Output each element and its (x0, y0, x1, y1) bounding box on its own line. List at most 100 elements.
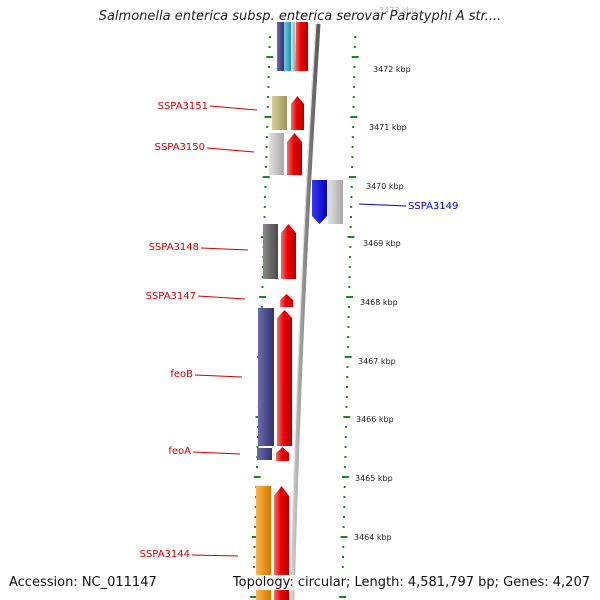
gc-dot (261, 276, 264, 278)
gc-dot (346, 376, 349, 378)
gc-dot (348, 266, 351, 268)
gc-dot (344, 446, 347, 448)
gc-dot (354, 36, 357, 38)
gc-dot (267, 96, 270, 98)
gc-dot (347, 336, 350, 338)
cds-block-lightgray-2 (328, 180, 343, 224)
gc-dot (342, 556, 344, 558)
gc-dot (253, 476, 261, 478)
cds-block-lightgray-1 (269, 133, 284, 175)
kbp-label-3465: 3465 kbp (355, 474, 393, 483)
gc-dot (263, 206, 266, 208)
gc-dot (266, 126, 269, 128)
gc-dot (251, 536, 259, 538)
kbp-label-3470: 3470 kbp (366, 182, 404, 191)
cds-arrow-sspa3147 (280, 294, 293, 307)
gc-dot (349, 246, 352, 248)
leader-sspa3149 (358, 203, 407, 207)
gc-dot (353, 46, 356, 48)
kbp-label-3467: 3467 kbp (358, 357, 396, 366)
backbone-arc (289, 23, 321, 600)
gc-dot (343, 506, 346, 508)
gc-dot (254, 526, 257, 528)
gc-dot (268, 66, 270, 68)
cds-arrow-sspa3149 (312, 180, 327, 224)
map-title: Salmonella enterica subsp. enterica sero… (98, 9, 502, 24)
gc-dot (268, 46, 271, 48)
gc-dot (343, 486, 346, 488)
gc-dot (345, 406, 348, 408)
gc-dot (264, 116, 272, 118)
genome-summary-text: Topology: circular; Length: 4,581,797 bp… (230, 575, 592, 590)
gc-dot (353, 86, 355, 88)
gc-dot (253, 546, 256, 548)
gc-dot (348, 286, 351, 288)
kbp-label-3473: 3473 kbp (379, 6, 417, 15)
gc-dot (250, 596, 258, 598)
cds-arrow-sspa3144 (274, 486, 289, 600)
gc-dot (256, 436, 259, 438)
gc-dot (254, 506, 257, 508)
leader-feob (194, 374, 243, 378)
kbp-label-3469: 3469 kbp (363, 239, 401, 248)
gc-dot (267, 86, 270, 88)
gc-dot (347, 326, 350, 328)
kbp-label-3466: 3466 kbp (356, 415, 394, 424)
gc-dot (348, 176, 356, 178)
gc-dot (351, 56, 359, 58)
gc-dot (352, 126, 355, 128)
gc-dot (350, 206, 353, 208)
gc-dot (259, 296, 267, 298)
gc-dot (349, 226, 352, 228)
gc-dot (343, 496, 346, 498)
gc-dot (343, 416, 351, 418)
gc-dot (260, 306, 263, 308)
gene-label-sspa3151: SSPA3151 (158, 101, 208, 112)
gc-dot (261, 286, 264, 288)
gc-dot (344, 356, 352, 358)
gc-dot (267, 76, 270, 78)
gc-dot (346, 386, 348, 388)
gc-dot (350, 196, 353, 198)
cds-arrow-top (295, 22, 308, 71)
gene-label-sspa3144: SSPA3144 (140, 549, 190, 560)
gc-dot (265, 146, 268, 148)
leader-sspa3148 (200, 247, 249, 251)
cds-block-olive (272, 96, 287, 130)
gc-dot (254, 516, 257, 518)
gc-dot (346, 346, 349, 348)
leader-feoa (192, 451, 241, 455)
gc-dot (351, 156, 354, 158)
cds-block-orange (256, 486, 271, 600)
gc-dot (347, 236, 355, 238)
gc-dot (350, 186, 353, 188)
gc-dot (344, 436, 347, 438)
gc-dot (256, 446, 259, 448)
gc-dot (346, 366, 349, 368)
kbp-label-3464: 3464 kbp (354, 533, 392, 542)
accession-text: Accession: NC_011147 (7, 575, 159, 590)
gene-label-sspa3150: SSPA3150 (155, 142, 205, 153)
gc-dot (253, 566, 255, 568)
leader-sspa3144 (191, 554, 239, 557)
cds-arrow-feoa (276, 447, 289, 461)
gc-dot (340, 536, 348, 538)
gc-dot (350, 216, 352, 218)
gene-label-feoa: feoA (168, 446, 191, 457)
gc-dot (350, 116, 358, 118)
gc-dot (343, 516, 345, 518)
cds-arrow-sspa3150 (287, 133, 302, 175)
gc-dot (344, 466, 347, 468)
leader-sspa3150 (206, 147, 255, 153)
gc-dot (347, 316, 350, 318)
leader-sspa3147 (197, 295, 246, 300)
gc-dot (268, 36, 271, 38)
gc-dot (348, 276, 351, 278)
cds-arrow-sspa3148 (281, 224, 296, 279)
gc-dot (349, 256, 351, 258)
cds-block-navy-feoa (257, 448, 272, 460)
gc-dot (253, 556, 256, 558)
gc-dot (265, 166, 267, 168)
gc-dot (352, 96, 355, 98)
